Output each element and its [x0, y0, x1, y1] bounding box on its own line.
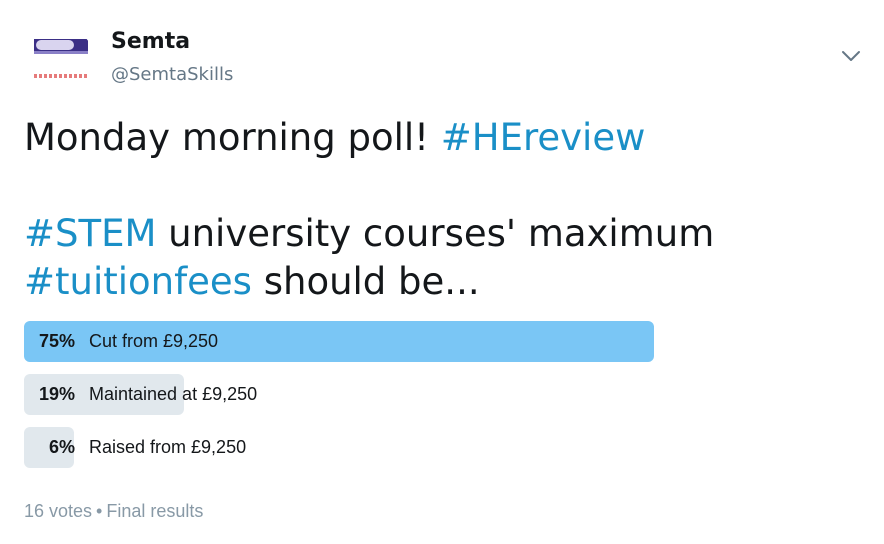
tweet-line-3: #tuitionfees should be...: [24, 258, 864, 306]
vote-count: 16 votes: [24, 501, 93, 521]
tweet-text-segment: should be...: [251, 260, 480, 303]
avatar[interactable]: [26, 26, 94, 94]
tweet-line-2: #STEM university courses' maximum: [24, 210, 864, 258]
poll-option-label: Maintained at £9,250: [89, 384, 258, 404]
chevron-down-icon[interactable]: [840, 48, 862, 64]
display-name[interactable]: Semta: [111, 29, 191, 54]
poll-option-raised: 6% Raised from £9,250: [24, 427, 864, 468]
tweet-text-segment: Monday morning poll!: [24, 116, 441, 159]
tweet-text: Monday morning poll! #HEreview #STEM uni…: [24, 114, 864, 306]
separator-dot: •: [96, 501, 103, 521]
poll-meta: 16 votes • Final results: [24, 499, 203, 523]
tweet-text-segment: university courses' maximum: [156, 212, 715, 255]
engineering-logo-text: [34, 74, 88, 78]
poll-option-label: Cut from £9,250: [89, 331, 219, 351]
semta-logo-pill: [36, 40, 74, 50]
poll-option-maintained: 19% Maintained at £9,250: [24, 374, 864, 415]
poll-result-bar: [24, 374, 184, 415]
poll-percent: 6%: [48, 437, 75, 457]
poll: 75% Cut from £9,250 19% Maintained at £9…: [24, 321, 864, 480]
hashtag-link-stem[interactable]: #STEM: [24, 212, 157, 255]
hashtag-link-hereview[interactable]: #HEreview: [440, 116, 646, 159]
poll-option-label: Raised from £9,250: [89, 437, 247, 457]
hashtag-link-tuitionfees[interactable]: #tuitionfees: [24, 260, 252, 303]
semta-logo-stripe: [34, 51, 88, 54]
line-break: [24, 162, 864, 210]
poll-result-bar: [24, 321, 654, 362]
poll-percent: 19%: [38, 384, 75, 404]
poll-status: Final results: [106, 501, 204, 521]
poll-result-bar: [24, 427, 74, 468]
tweet-line-1: Monday morning poll! #HEreview: [24, 114, 864, 162]
user-handle[interactable]: @SemtaSkills: [111, 64, 234, 85]
poll-percent: 75%: [38, 331, 75, 351]
poll-option-cut: 75% Cut from £9,250: [24, 321, 864, 362]
